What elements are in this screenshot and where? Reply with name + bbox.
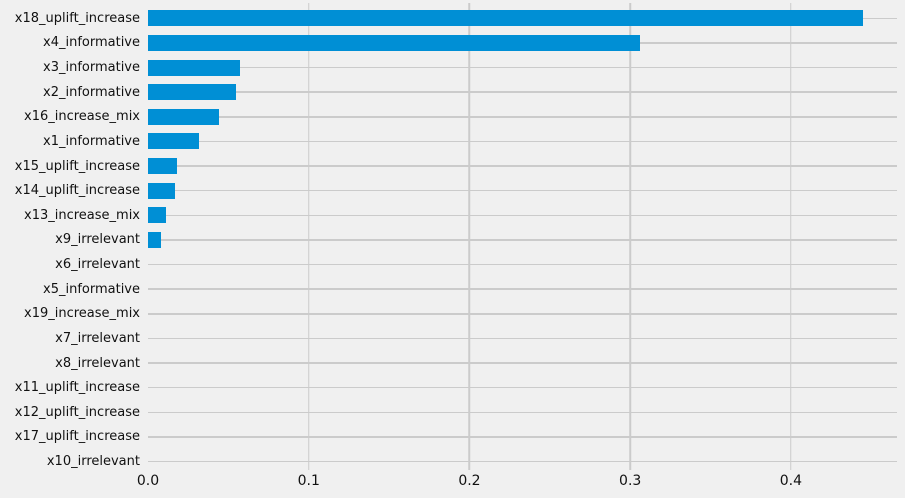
bar — [148, 207, 166, 224]
x-tick-label: 0.0 — [136, 473, 160, 489]
x-tick-label: 0.4 — [779, 473, 803, 489]
chart-row: x3_informative — [0, 55, 905, 80]
row-gridline — [148, 288, 897, 290]
bar-area — [148, 178, 897, 203]
bar-area — [148, 31, 897, 56]
category-label: x10_irrelevant — [46, 454, 140, 470]
x-tick-label: 0.2 — [458, 473, 481, 489]
bar-area — [148, 80, 897, 105]
category-label: x18_uplift_increase — [14, 10, 140, 26]
chart-row: x12_uplift_increase — [0, 400, 905, 425]
bar — [148, 10, 864, 27]
category-label: x16_increase_mix — [24, 109, 140, 125]
category-label: x19_increase_mix — [24, 306, 140, 322]
chart-row: x9_irrelevant — [0, 228, 905, 253]
chart-row: x10_irrelevant — [0, 449, 905, 474]
category-label: x17_uplift_increase — [14, 429, 140, 445]
category-label: x1_informative — [43, 133, 140, 149]
bar-area — [148, 375, 897, 400]
chart-row: x1_informative — [0, 129, 905, 154]
row-gridline — [148, 362, 897, 364]
chart-row: x15_uplift_increase — [0, 154, 905, 179]
bar-area — [148, 6, 897, 31]
bar — [148, 34, 640, 51]
plot-area — [148, 3, 897, 470]
bar-area — [148, 55, 897, 80]
bar-area — [148, 129, 897, 154]
row-gridline — [148, 91, 897, 93]
category-label: x3_informative — [43, 60, 140, 76]
category-label: x2_informative — [43, 84, 140, 100]
category-label: x5_informative — [43, 281, 140, 297]
bar — [148, 182, 176, 199]
bar — [148, 84, 237, 101]
bar-area — [148, 252, 897, 277]
bar-area — [148, 351, 897, 376]
row-gridline — [148, 313, 897, 315]
chart-rows: x18_uplift_increase x4_informative x3_in… — [0, 6, 905, 474]
chart-row: x19_increase_mix — [0, 302, 905, 327]
bar-area — [148, 400, 897, 425]
chart-row: x13_increase_mix — [0, 203, 905, 228]
bar-area — [148, 302, 897, 327]
row-gridline — [148, 189, 897, 192]
category-label: x7_irrelevant — [55, 330, 140, 346]
category-label: x14_uplift_increase — [14, 183, 140, 199]
bar — [148, 231, 161, 248]
chart-row: x8_irrelevant — [0, 351, 905, 376]
category-label: x9_irrelevant — [55, 232, 140, 248]
chart-row: x2_informative — [0, 80, 905, 105]
bar — [148, 108, 219, 125]
category-label: x11_uplift_increase — [14, 380, 140, 396]
chart-row: x11_uplift_increase — [0, 375, 905, 400]
gridline-vertical — [790, 3, 792, 470]
x-axis: 0.0 0.1 0.2 0.3 0.4 — [137, 473, 897, 493]
category-label: x12_uplift_increase — [14, 404, 140, 420]
gridline-vertical — [307, 3, 310, 470]
chart-row: x4_informative — [0, 31, 905, 56]
bar — [148, 158, 177, 175]
bar-area — [148, 277, 897, 302]
category-label: x13_increase_mix — [24, 207, 140, 223]
x-tick-label: 0.3 — [619, 473, 642, 489]
bar-area — [148, 228, 897, 253]
bar-area — [148, 449, 897, 474]
category-label: x4_informative — [43, 35, 140, 51]
row-gridline — [148, 239, 897, 241]
chart-row: x7_irrelevant — [0, 326, 905, 351]
row-gridline — [148, 411, 897, 414]
row-gridline — [148, 165, 897, 167]
chart-row: x18_uplift_increase — [0, 6, 905, 31]
row-gridline — [148, 214, 897, 217]
gridline-vertical — [468, 3, 471, 470]
row-gridline — [148, 140, 897, 143]
gridline-vertical — [629, 3, 631, 470]
bar-area — [148, 425, 897, 450]
row-gridline — [148, 116, 897, 118]
bar-area — [148, 326, 897, 351]
bar — [148, 133, 200, 150]
chart-row: x5_informative — [0, 277, 905, 302]
row-gridline — [148, 436, 897, 438]
row-gridline — [148, 386, 897, 389]
x-tick-label: 0.1 — [297, 473, 320, 489]
chart-row: x6_irrelevant — [0, 252, 905, 277]
bar-area — [148, 203, 897, 228]
row-gridline — [148, 337, 897, 340]
category-label: x8_irrelevant — [55, 355, 140, 371]
chart-row: x16_increase_mix — [0, 105, 905, 130]
bar-area — [148, 105, 897, 130]
category-label: x15_uplift_increase — [14, 158, 140, 174]
row-gridline — [148, 460, 897, 463]
bar — [148, 59, 240, 76]
chart-row: x17_uplift_increase — [0, 425, 905, 450]
row-gridline — [148, 66, 897, 69]
bar-area — [148, 154, 897, 179]
row-gridline — [148, 263, 897, 266]
chart-row: x14_uplift_increase — [0, 178, 905, 203]
category-label: x6_irrelevant — [55, 257, 140, 273]
